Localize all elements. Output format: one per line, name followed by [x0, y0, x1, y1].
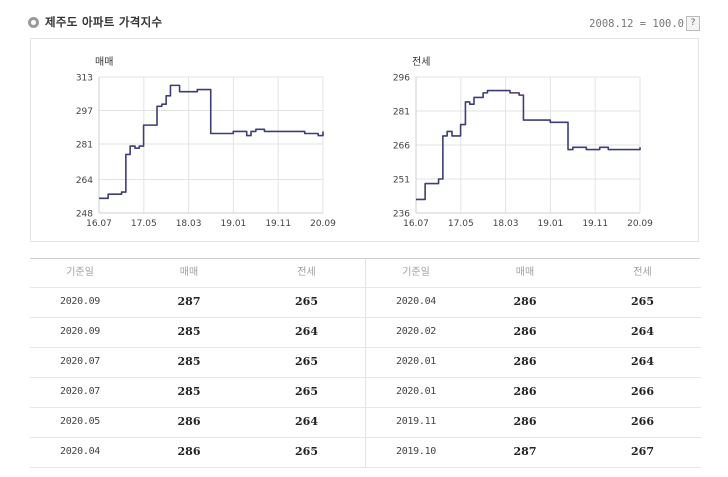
sale-index-cell: 286 [513, 355, 537, 368]
column-header: 매매 [515, 267, 535, 278]
column-header: 기준일 [66, 267, 94, 278]
jeonse-index-cell: 265 [295, 295, 318, 308]
date-cell: 2020.07 [59, 356, 101, 367]
sale-index-cell: 286 [513, 325, 537, 338]
base-index-note: 2008.12 = 100.0 [589, 18, 684, 30]
table-row: 2020.09 287 265 [30, 288, 365, 318]
sale-index-cell: 285 [177, 355, 201, 368]
column-header: 기준일 [402, 267, 430, 278]
date-cell: 2020.05 [59, 416, 101, 427]
y-tick-label: 281 [393, 108, 410, 118]
y-tick-label: 266 [393, 142, 410, 152]
sale-index-cell: 287 [177, 295, 201, 308]
table-row: 2020.01 286 264 [366, 348, 701, 378]
sale-index-cell: 285 [177, 325, 201, 338]
price-table-left: 기준일 매매 전세 2020.09 287 265 2020.09 285 264 2020.07… [30, 259, 365, 468]
table-row: 2020.05 286 264 [30, 408, 365, 438]
sale-price-chart: 매매 248 264 281 297 313 16.07 17.05 18.03 19.01 19.… [76, 56, 336, 229]
x-tick-label: 19.11 [582, 219, 608, 229]
help-icon[interactable]: ? [686, 16, 700, 31]
table-header-row: 기준일 매매 전세 [366, 259, 701, 288]
section-title: 제주도 아파트 가격지수 [45, 15, 163, 29]
charts-svg: 매매 248 264 281 297 313 16.07 17.05 18.03 19.01 19.… [76, 56, 653, 229]
jeonse-index-cell: 266 [631, 415, 654, 428]
jeonse-index-cell: 264 [631, 355, 654, 368]
sale-index-cell: 286 [513, 415, 537, 428]
date-cell: 2019.10 [395, 446, 437, 457]
sale-index-cell: 287 [513, 445, 537, 458]
table-row: 2020.02 286 264 [366, 318, 701, 348]
jeonse-index-cell: 264 [295, 415, 318, 428]
series-line [99, 84, 324, 200]
jeonse-index-cell: 265 [631, 295, 654, 308]
jeonse-price-chart: 전세 236 251 266 281 296 16.07 17.05 18.03 19.01 19.… [393, 56, 653, 229]
x-tick-label: 19.01 [538, 219, 564, 229]
column-header: 전세 [633, 267, 652, 278]
table-row: 2020.09 285 264 [30, 318, 365, 348]
jeonse-index-cell: 265 [295, 445, 318, 458]
jeonse-index-cell: 264 [631, 325, 654, 338]
circle-bullet-icon [28, 17, 39, 28]
y-tick-label: 281 [76, 140, 93, 150]
jeonse-index-cell: 267 [631, 445, 654, 458]
table-row: 2020.07 285 265 [30, 378, 365, 408]
jeonse-index-cell: 266 [631, 385, 654, 398]
y-tick-label: 251 [393, 176, 410, 186]
price-table: 기준일 매매 전세 2020.09 287 265 2020.09 285 264 2020.07… [30, 258, 701, 468]
table-row: 2020.01 286 266 [366, 378, 701, 408]
table-row: 2020.04 286 265 [30, 438, 365, 468]
x-tick-label: 19.11 [265, 219, 291, 229]
date-cell: 2020.09 [59, 326, 101, 337]
x-tick-label: 20.09 [627, 219, 653, 229]
x-tick-label: 17.05 [448, 219, 474, 229]
jeonse-index-cell: 265 [295, 355, 318, 368]
date-cell: 2020.04 [59, 446, 101, 457]
chart-panel: 매매 248 264 281 297 313 16.07 17.05 18.03 19.01 19.… [30, 38, 699, 242]
sale-index-cell: 286 [513, 295, 537, 308]
column-header: 전세 [297, 267, 316, 278]
chart-title: 매매 [95, 56, 113, 68]
jeonse-index-cell: 264 [295, 325, 318, 338]
date-cell: 2020.01 [395, 386, 437, 397]
x-tick-label: 20.09 [310, 219, 336, 229]
table-row: 2019.10 287 267 [366, 438, 701, 468]
sale-index-cell: 286 [177, 415, 201, 428]
date-cell: 2019.11 [395, 416, 437, 427]
y-tick-label: 296 [393, 74, 410, 84]
date-cell: 2020.02 [395, 326, 437, 337]
x-tick-label: 19.01 [221, 219, 247, 229]
section-header: 제주도 아파트 가격지수 2008.12 = 100.0 ? [28, 14, 702, 34]
y-tick-label: 264 [76, 176, 93, 186]
date-cell: 2020.09 [59, 296, 101, 307]
column-header: 매매 [179, 267, 199, 278]
x-tick-label: 18.03 [176, 219, 202, 229]
y-tick-label: 313 [76, 74, 93, 84]
date-cell: 2020.04 [395, 296, 437, 307]
x-tick-label: 16.07 [86, 219, 112, 229]
table-row: 2020.07 285 265 [30, 348, 365, 378]
table-row: 2019.11 286 266 [366, 408, 701, 438]
date-cell: 2020.01 [395, 356, 437, 367]
y-tick-label: 248 [76, 210, 93, 220]
jeonse-index-cell: 265 [295, 385, 318, 398]
sale-index-cell: 286 [177, 445, 201, 458]
x-tick-label: 17.05 [131, 219, 157, 229]
x-tick-label: 16.07 [403, 219, 429, 229]
sale-index-cell: 285 [177, 385, 201, 398]
price-table-right: 기준일 매매 전세 2020.04 286 265 2020.02 286 264 2020.01… [365, 259, 701, 468]
x-tick-label: 18.03 [493, 219, 519, 229]
y-tick-label: 236 [393, 210, 410, 220]
y-tick-label: 297 [76, 107, 93, 117]
series-line [416, 89, 641, 201]
date-cell: 2020.07 [59, 386, 101, 397]
table-row: 2020.04 286 265 [366, 288, 701, 318]
chart-title: 전세 [412, 56, 430, 68]
table-header-row: 기준일 매매 전세 [30, 259, 365, 288]
sale-index-cell: 286 [513, 385, 537, 398]
